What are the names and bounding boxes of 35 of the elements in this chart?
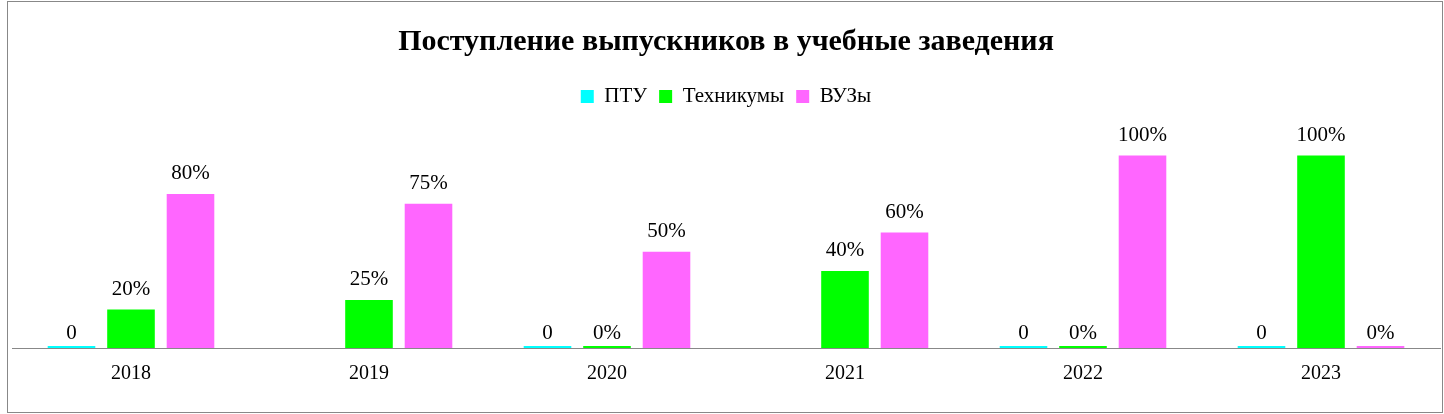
data-label: 40%: [825, 237, 865, 262]
data-label: 0: [1256, 320, 1267, 345]
data-label: 100%: [1296, 121, 1346, 146]
data-label: 0: [1018, 320, 1029, 345]
bar: [821, 271, 869, 348]
bar: [642, 251, 691, 348]
legend-label: ПТУ: [604, 83, 648, 108]
legend-label: Техникумы: [682, 83, 785, 108]
x-tick-label: 2019: [349, 361, 389, 384]
bar: [345, 299, 393, 348]
data-label: 0: [542, 320, 553, 345]
bar: [1118, 155, 1167, 348]
data-label: 100%: [1118, 121, 1167, 146]
data-label: 0: [66, 320, 77, 345]
data-label: 60%: [885, 198, 924, 223]
bar: [880, 232, 929, 348]
data-label: 0%: [1069, 320, 1097, 345]
data-label: 80%: [171, 160, 210, 185]
bar: [404, 203, 453, 348]
x-tick-label: 2021: [825, 361, 865, 384]
legend-label: ВУЗы: [819, 83, 872, 108]
x-tick-label: 2022: [1063, 361, 1103, 384]
data-label: 0%: [593, 320, 621, 345]
bar: [107, 309, 155, 348]
data-label: 20%: [111, 275, 151, 300]
x-tick-label: 2023: [1301, 361, 1341, 384]
bar: [166, 194, 215, 348]
bar: [1297, 155, 1345, 348]
data-label: 75%: [409, 169, 448, 194]
data-label: 0%: [1366, 320, 1395, 345]
data-label: 25%: [349, 265, 389, 290]
chart-title: Поступление выпускников в учебные заведения: [398, 22, 1054, 56]
x-tick-label: 2018: [111, 361, 151, 384]
data-label: 50%: [647, 217, 686, 242]
x-tick-label: 2020: [587, 361, 627, 384]
